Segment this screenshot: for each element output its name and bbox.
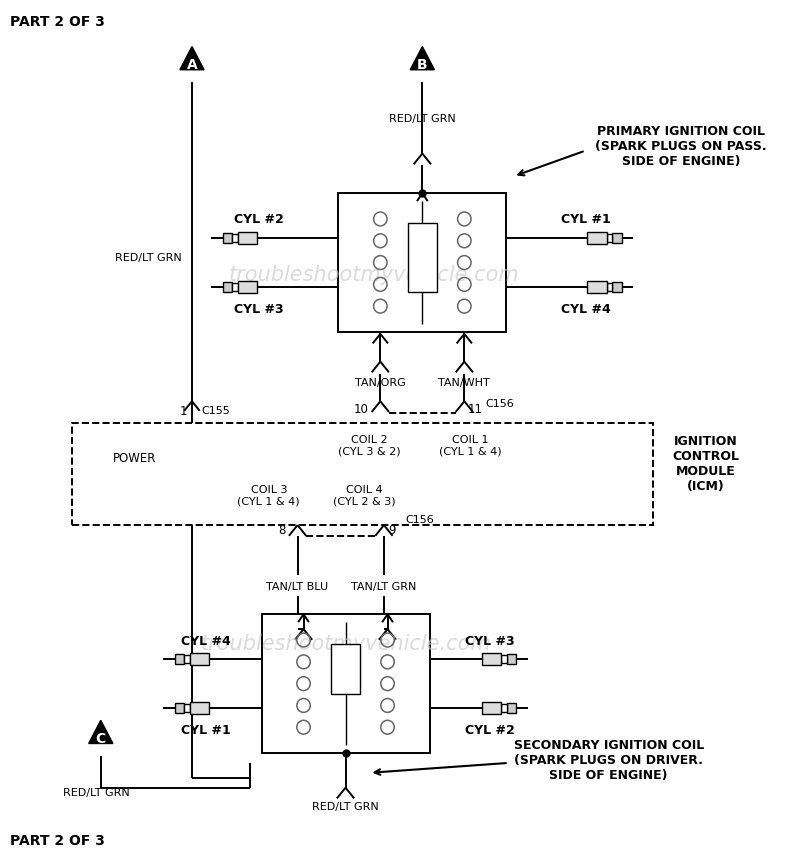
Polygon shape	[410, 47, 434, 70]
Text: SECONDARY IGNITION COIL
(SPARK PLUGS ON DRIVER.
SIDE OF ENGINE): SECONDARY IGNITION COIL (SPARK PLUGS ON …	[514, 740, 704, 782]
Bar	[232, 234, 238, 241]
Text: RED/LT GRN: RED/LT GRN	[389, 114, 456, 124]
Text: COIL 1
(CYL 1 & 4): COIL 1 (CYL 1 & 4)	[439, 435, 502, 456]
Polygon shape	[180, 47, 204, 70]
Bar	[222, 233, 232, 243]
Bar	[174, 704, 184, 713]
Text: CYL #3: CYL #3	[465, 635, 514, 648]
Text: POWER: POWER	[113, 452, 156, 465]
Bar	[72, 423, 653, 525]
Text: CYL #2: CYL #2	[234, 213, 284, 226]
Bar	[606, 234, 612, 241]
Text: B: B	[417, 59, 428, 72]
Bar	[238, 281, 258, 293]
Text: PRIMARY IGNITION COIL
(SPARK PLUGS ON PASS.
SIDE OF ENGINE): PRIMARY IGNITION COIL (SPARK PLUGS ON PA…	[595, 125, 766, 168]
Text: CYL #3: CYL #3	[234, 303, 284, 315]
Text: CYL #4: CYL #4	[561, 303, 610, 315]
Text: RED/LT GRN: RED/LT GRN	[115, 252, 182, 263]
Text: TAN/ORG: TAN/ORG	[355, 378, 406, 388]
Text: 9: 9	[389, 524, 396, 536]
Bar	[612, 233, 622, 243]
Text: CYL #1: CYL #1	[182, 723, 231, 737]
Bar	[331, 644, 360, 694]
Bar	[184, 654, 190, 663]
Bar	[184, 705, 190, 712]
Text: TAN/LT BLU: TAN/LT BLU	[266, 581, 329, 592]
Bar	[587, 281, 606, 293]
Text: CYL #4: CYL #4	[182, 635, 231, 648]
Bar	[222, 282, 232, 292]
Bar	[338, 193, 506, 332]
Text: PART 2 OF 3: PART 2 OF 3	[10, 14, 105, 29]
Text: CYL #1: CYL #1	[561, 213, 610, 226]
Text: C156: C156	[486, 400, 514, 409]
Bar	[262, 615, 430, 753]
Bar	[506, 654, 516, 664]
Text: TAN/LT GRN: TAN/LT GRN	[351, 581, 417, 592]
Text: 8: 8	[278, 524, 286, 536]
Bar	[190, 702, 210, 714]
Text: 10: 10	[354, 403, 369, 416]
Text: C: C	[96, 732, 106, 746]
Text: IGNITION
CONTROL
MODULE
(ICM): IGNITION CONTROL MODULE (ICM)	[672, 434, 739, 493]
Text: C155: C155	[202, 406, 230, 416]
Text: COIL 3
(CYL 1 & 4): COIL 3 (CYL 1 & 4)	[238, 484, 300, 507]
Text: COIL 2
(CYL 3 & 2): COIL 2 (CYL 3 & 2)	[338, 435, 401, 456]
Bar	[587, 232, 606, 244]
Text: RED/LT GRN: RED/LT GRN	[312, 802, 379, 813]
Bar	[501, 705, 506, 712]
Bar	[482, 653, 501, 665]
Text: COIL 4
(CYL 2 & 3): COIL 4 (CYL 2 & 3)	[334, 484, 396, 507]
Text: A: A	[186, 59, 198, 72]
Polygon shape	[89, 720, 113, 744]
Text: TAN/WHT: TAN/WHT	[438, 378, 490, 388]
Bar	[238, 232, 258, 244]
Text: PART 2 OF 3: PART 2 OF 3	[10, 834, 105, 848]
Bar	[190, 653, 210, 665]
Bar	[482, 702, 501, 714]
Bar	[506, 704, 516, 713]
Text: RED/LT GRN: RED/LT GRN	[62, 788, 130, 797]
Bar	[408, 223, 437, 292]
Bar	[606, 283, 612, 292]
Text: CYL #2: CYL #2	[465, 723, 514, 737]
Text: 11: 11	[467, 403, 482, 416]
Text: 1: 1	[180, 405, 187, 417]
Bar	[612, 282, 622, 292]
Text: troubleshootmyvehicle.com: troubleshootmyvehicle.com	[229, 265, 520, 286]
Bar	[501, 654, 506, 663]
Bar	[174, 654, 184, 664]
Text: troubleshootmyvehicle.com: troubleshootmyvehicle.com	[200, 634, 491, 654]
Text: C156: C156	[405, 515, 434, 525]
Bar	[232, 283, 238, 292]
